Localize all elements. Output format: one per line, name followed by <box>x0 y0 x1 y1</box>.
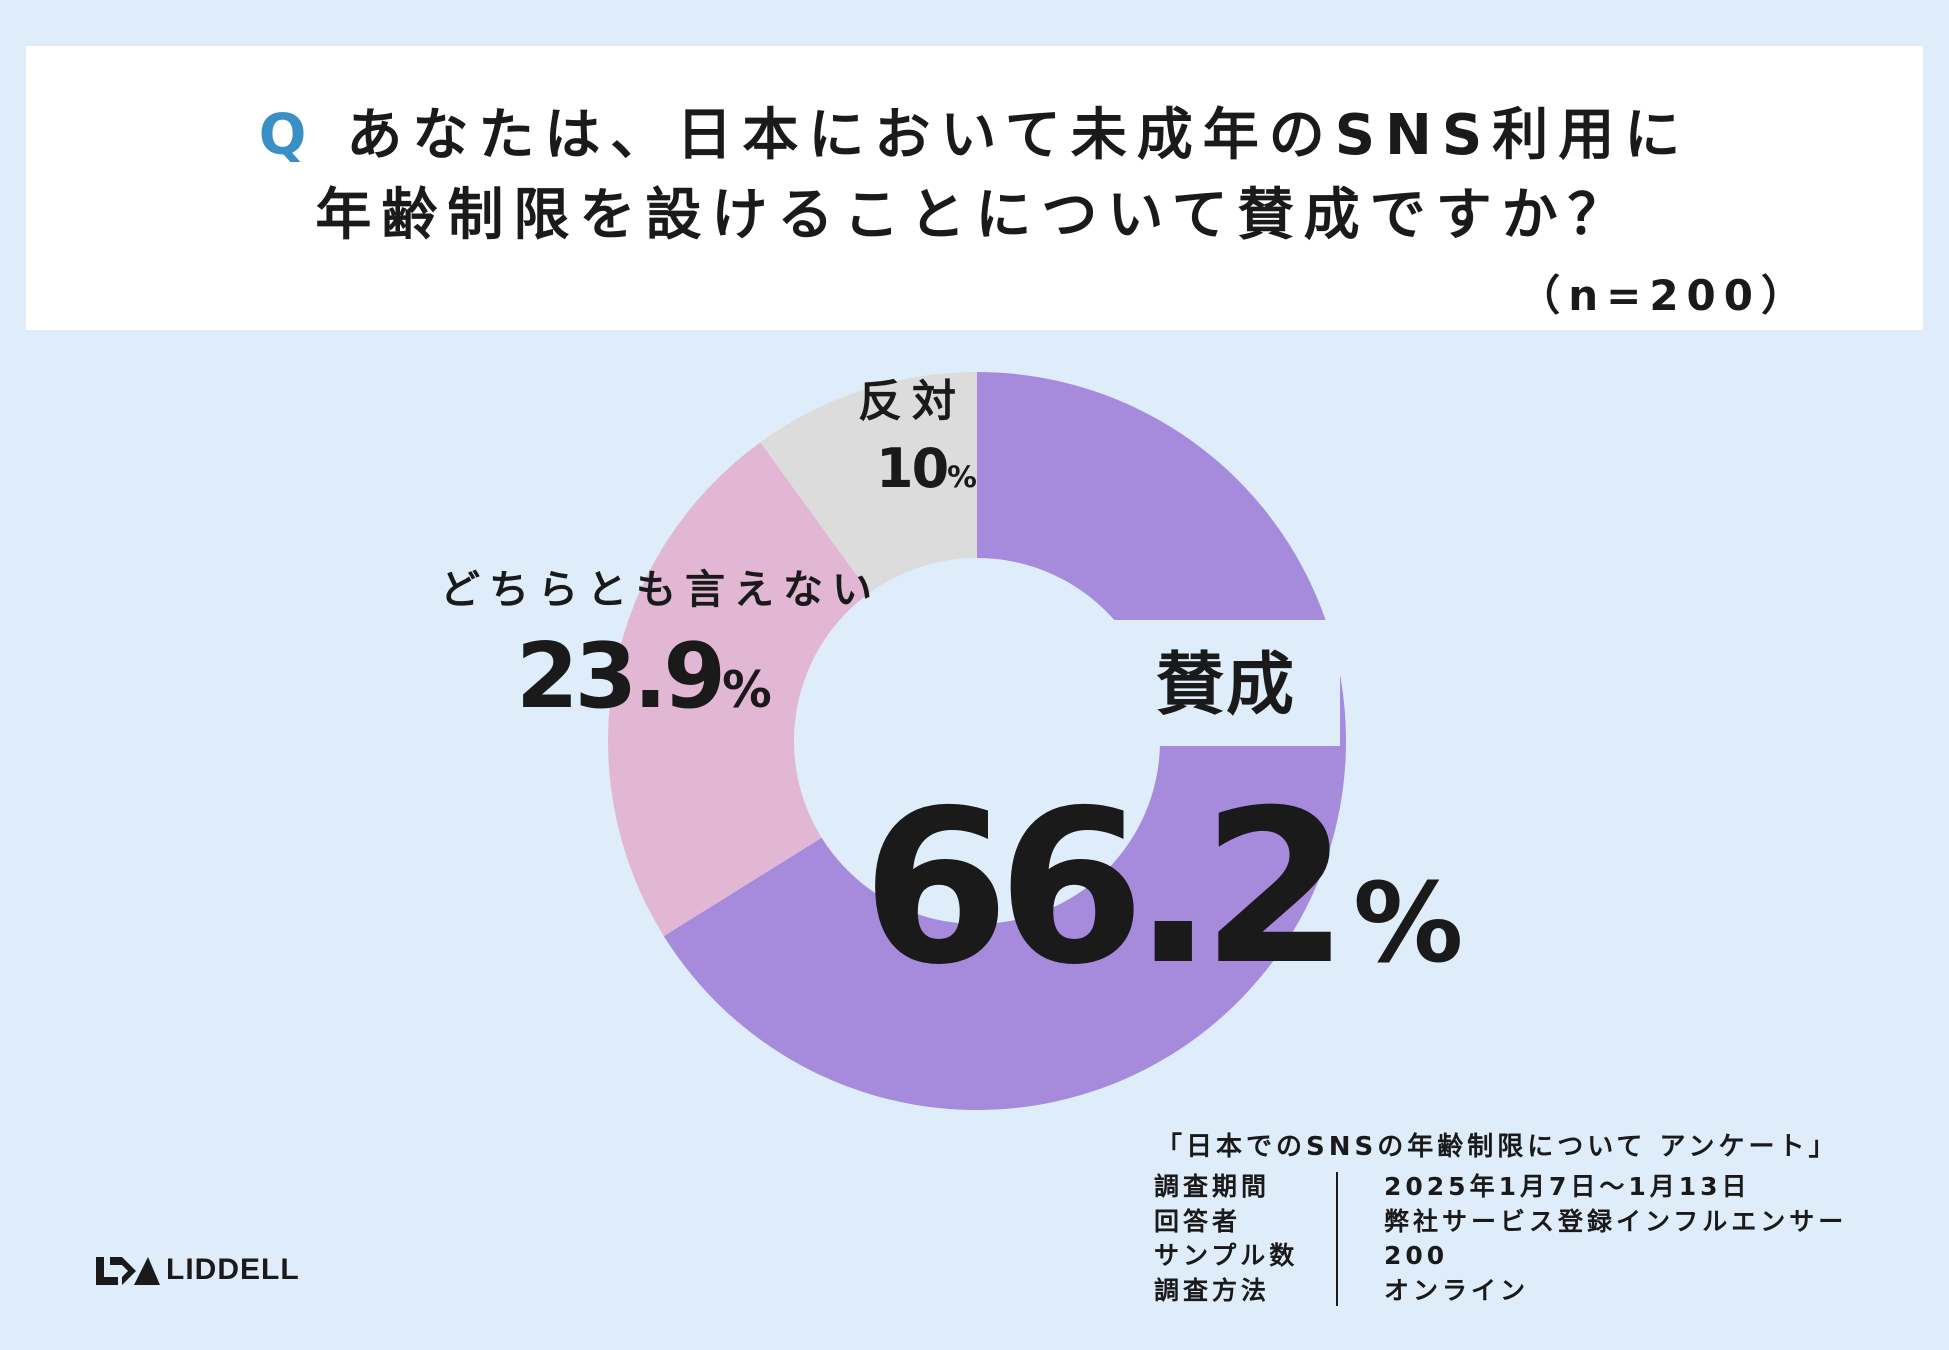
label-oppose-value: 10% <box>876 442 977 496</box>
meta-label-method: 調査方法 <box>1154 1275 1271 1305</box>
meta-label-period: 調査期間 <box>1154 1172 1271 1201</box>
meta-label-sample: サンプル数 <box>1154 1241 1299 1270</box>
meta-value-period: 2025年1月7日〜1月13日 <box>1384 1172 1751 1201</box>
donut-notch <box>1105 620 1340 746</box>
value-neutral: 23.9 <box>516 624 726 729</box>
label-oppose-name: 反対 <box>858 376 966 427</box>
percent-sign-agree: % <box>1353 859 1464 987</box>
meta-label-respondents: 回答者 <box>1154 1206 1242 1236</box>
logo-text: LIDDELL <box>166 1253 300 1286</box>
meta-value-method: オンライン <box>1384 1275 1530 1305</box>
label-neutral-name: どちらとも言えない <box>440 567 881 613</box>
survey-meta-labels: 調査期間 回答者 サンプル数 調査方法 <box>1154 1170 1298 1308</box>
sample-size: （n=200） <box>1518 271 1811 320</box>
meta-value-respondents: 弊社サービス登録インフルエンサー <box>1384 1206 1848 1236</box>
value-oppose: 10 <box>876 437 949 500</box>
value-agree: 66.2 <box>862 764 1349 1011</box>
question-line-1: Q あなたは、日本において未成年のSNS利用に <box>26 108 1923 164</box>
question-line-2: 年齢制限を設けることについて賛成ですか？ <box>315 183 1634 248</box>
question-box: Q あなたは、日本において未成年のSNS利用に 年齢制限を設けることについて賛成で… <box>26 46 1923 330</box>
slice-neutral <box>608 442 870 937</box>
meta-value-sample: 200 <box>1384 1241 1449 1270</box>
survey-title: 「日本でのSNSの年齢制限について アンケート」 <box>1156 1132 1839 1162</box>
label-agree-value: 66.2% <box>862 782 1463 994</box>
slice-agree <box>663 372 1346 1110</box>
label-neutral-value: 23.9% <box>516 632 772 722</box>
question-text-1: あなたは、日本において未成年のSNS利用に <box>346 103 1691 168</box>
label-agree-name: 賛成 <box>1156 646 1297 725</box>
meta-divider <box>1336 1172 1338 1306</box>
liddell-logo-icon <box>96 1257 160 1285</box>
slice-oppose <box>760 372 977 593</box>
percent-sign-oppose: % <box>947 460 977 495</box>
question-mark: Q <box>258 103 317 168</box>
survey-meta-values: 2025年1月7日〜1月13日 弊社サービス登録インフルエンサー 200 オンラ… <box>1384 1170 1847 1308</box>
percent-sign-neutral: % <box>722 661 772 719</box>
